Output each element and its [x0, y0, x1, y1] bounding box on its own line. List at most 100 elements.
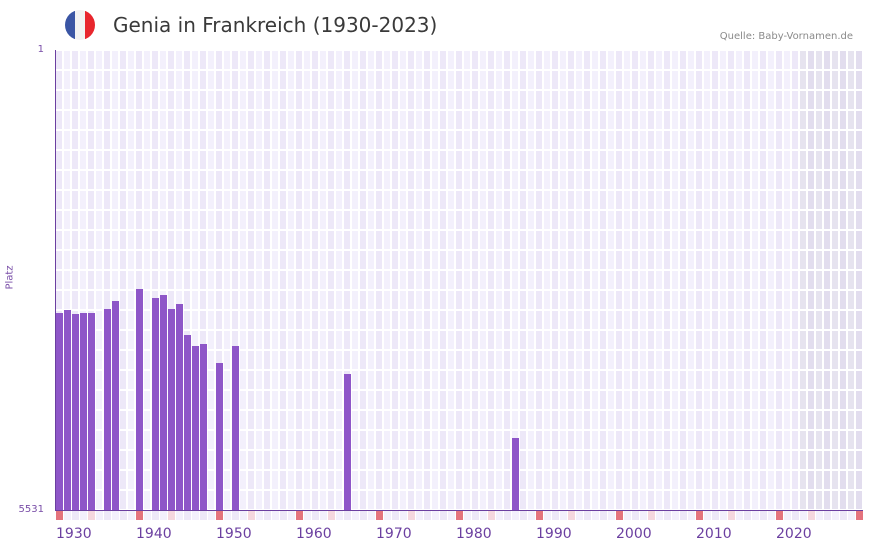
- year-marker: [168, 511, 175, 520]
- year-marker: [784, 511, 791, 520]
- year-marker: [608, 511, 615, 520]
- year-marker: [752, 511, 759, 520]
- year-marker: [664, 511, 671, 520]
- year-marker: [64, 511, 71, 520]
- year-marker: [600, 511, 607, 520]
- x-tick-label: 1960: [296, 526, 332, 542]
- year-marker: [568, 511, 575, 520]
- year-marker: [840, 511, 847, 520]
- bar-1931[interactable]: [64, 309, 71, 510]
- year-marker: [472, 511, 479, 520]
- bar-1948[interactable]: [200, 343, 207, 510]
- year-marker: [768, 511, 775, 520]
- year-marker: [656, 511, 663, 520]
- year-marker: [416, 511, 423, 520]
- x-tick-label: 1930: [56, 526, 92, 542]
- year-marker: [632, 511, 639, 520]
- bar-1937[interactable]: [112, 300, 119, 510]
- year-marker: [544, 511, 551, 520]
- year-marker: [504, 511, 511, 520]
- bar-1932[interactable]: [72, 313, 79, 510]
- bar-1930[interactable]: [56, 312, 63, 510]
- bar-1936[interactable]: [104, 308, 111, 510]
- y-axis-bottom-label: 5531: [18, 504, 44, 515]
- year-marker: [376, 511, 383, 520]
- year-marker: [152, 511, 159, 520]
- year-marker: [72, 511, 79, 520]
- x-tick-label: 1970: [376, 526, 412, 542]
- year-marker: [776, 511, 783, 520]
- year-marker: [392, 511, 399, 520]
- x-tick-label: 1980: [456, 526, 492, 542]
- plot-area: [55, 50, 863, 510]
- year-marker: [248, 511, 255, 520]
- year-marker: [280, 511, 287, 520]
- bar-1987[interactable]: [512, 437, 519, 510]
- year-marker: [592, 511, 599, 520]
- year-marker: [320, 511, 327, 520]
- year-marker: [240, 511, 247, 520]
- year-marker: [736, 511, 743, 520]
- bar-1952[interactable]: [232, 345, 239, 510]
- year-marker: [424, 511, 431, 520]
- year-marker: [480, 511, 487, 520]
- year-marker: [552, 511, 559, 520]
- year-marker: [304, 511, 311, 520]
- year-marker: [80, 511, 87, 520]
- year-marker: [848, 511, 855, 520]
- year-marker: [808, 511, 815, 520]
- source-credit: Quelle: Baby-Vornamen.de: [719, 31, 853, 42]
- x-tick-label: 2000: [616, 526, 652, 542]
- year-marker: [88, 511, 95, 520]
- bar-1933[interactable]: [80, 312, 87, 510]
- bar-1944[interactable]: [168, 308, 175, 510]
- x-tick-label: 1940: [136, 526, 172, 542]
- year-marker: [824, 511, 831, 520]
- year-marker: [408, 511, 415, 520]
- year-marker: [400, 511, 407, 520]
- year-marker: [256, 511, 263, 520]
- year-marker: [792, 511, 799, 520]
- year-marker: [136, 511, 143, 520]
- year-marker: [512, 511, 519, 520]
- year-marker: [576, 511, 583, 520]
- flag-stripe-red: [85, 10, 95, 40]
- year-marker: [648, 511, 655, 520]
- year-marker: [488, 511, 495, 520]
- year-marker: [104, 511, 111, 520]
- x-tick-label: 1950: [216, 526, 252, 542]
- year-marker: [112, 511, 119, 520]
- bar-1945[interactable]: [176, 303, 183, 510]
- year-marker: [720, 511, 727, 520]
- y-axis-title: Platz: [4, 265, 16, 290]
- year-marker: [760, 511, 767, 520]
- x-tick-label: 2020: [776, 526, 812, 542]
- bar-1940[interactable]: [136, 288, 143, 510]
- year-marker: [232, 511, 239, 520]
- year-marker: [384, 511, 391, 520]
- bar-1947[interactable]: [192, 345, 199, 510]
- france-flag-icon: [65, 10, 95, 40]
- year-marker: [528, 511, 535, 520]
- bar-1942[interactable]: [152, 297, 159, 510]
- year-marker: [432, 511, 439, 520]
- year-marker: [464, 511, 471, 520]
- year-marker: [208, 511, 215, 520]
- year-marker: [368, 511, 375, 520]
- bar-1934[interactable]: [88, 312, 95, 510]
- bar-1966[interactable]: [344, 373, 351, 510]
- year-marker: [536, 511, 543, 520]
- year-marker: [800, 511, 807, 520]
- year-marker: [144, 511, 151, 520]
- year-marker: [224, 511, 231, 520]
- bar-1946[interactable]: [184, 334, 191, 510]
- flag-stripe-white: [75, 10, 85, 40]
- year-marker: [616, 511, 623, 520]
- y-axis-top-label: 1: [37, 44, 44, 55]
- year-marker: [816, 511, 823, 520]
- year-marker: [672, 511, 679, 520]
- year-marker: [336, 511, 343, 520]
- flag-stripe-blue: [65, 10, 75, 40]
- bar-1943[interactable]: [160, 294, 167, 510]
- bar-1950[interactable]: [216, 362, 223, 510]
